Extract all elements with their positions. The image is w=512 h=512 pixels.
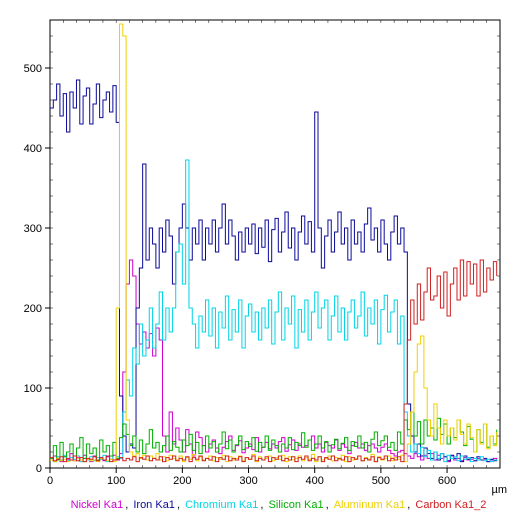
chart-svg: 0 100 200 300 400 500 0 100 200 300 400 500 600 [0, 0, 512, 512]
svg-text:200: 200 [24, 303, 42, 315]
legend-item-5: Carbon Ka1_2 [414, 499, 487, 511]
svg-text:300: 300 [24, 223, 42, 235]
svg-text:400: 400 [24, 143, 42, 155]
svg-text:500: 500 [372, 475, 390, 487]
svg-text:0: 0 [36, 463, 42, 475]
svg-text:100: 100 [107, 475, 125, 487]
series-nickel-ka1 [50, 260, 497, 462]
x-axis-unit: µm [491, 484, 507, 496]
series-carbon-ka1-2 [50, 260, 497, 462]
legend-item-1: Iron Ka1 [132, 499, 176, 511]
legend-item-0: Nickel Ka1 [70, 499, 125, 511]
series-chromium-ka1 [50, 160, 497, 462]
series-iron-ka1 [50, 80, 497, 462]
legend-item-2: Chromium Ka1 [184, 499, 259, 511]
svg-text:200: 200 [173, 475, 191, 487]
series-silicon-ka1 [50, 412, 497, 460]
svg-text:0: 0 [47, 475, 53, 487]
legend-item-4: Aluminum Ka1 [333, 499, 407, 511]
svg-text:500: 500 [24, 63, 42, 75]
svg-text:400: 400 [306, 475, 324, 487]
svg-text:100: 100 [24, 383, 42, 395]
svg-text:600: 600 [438, 475, 456, 487]
spectrum-chart: 0 100 200 300 400 500 0 100 200 300 400 500 600 µm N… [0, 0, 512, 512]
legend-item-3: Silicon Ka1 [268, 499, 325, 511]
series-aluminum-ka1 [50, 24, 497, 462]
svg-text:300: 300 [239, 475, 257, 487]
legend: Nickel Ka1, Iron Ka1, Chromium Ka1, Sili… [50, 499, 507, 512]
